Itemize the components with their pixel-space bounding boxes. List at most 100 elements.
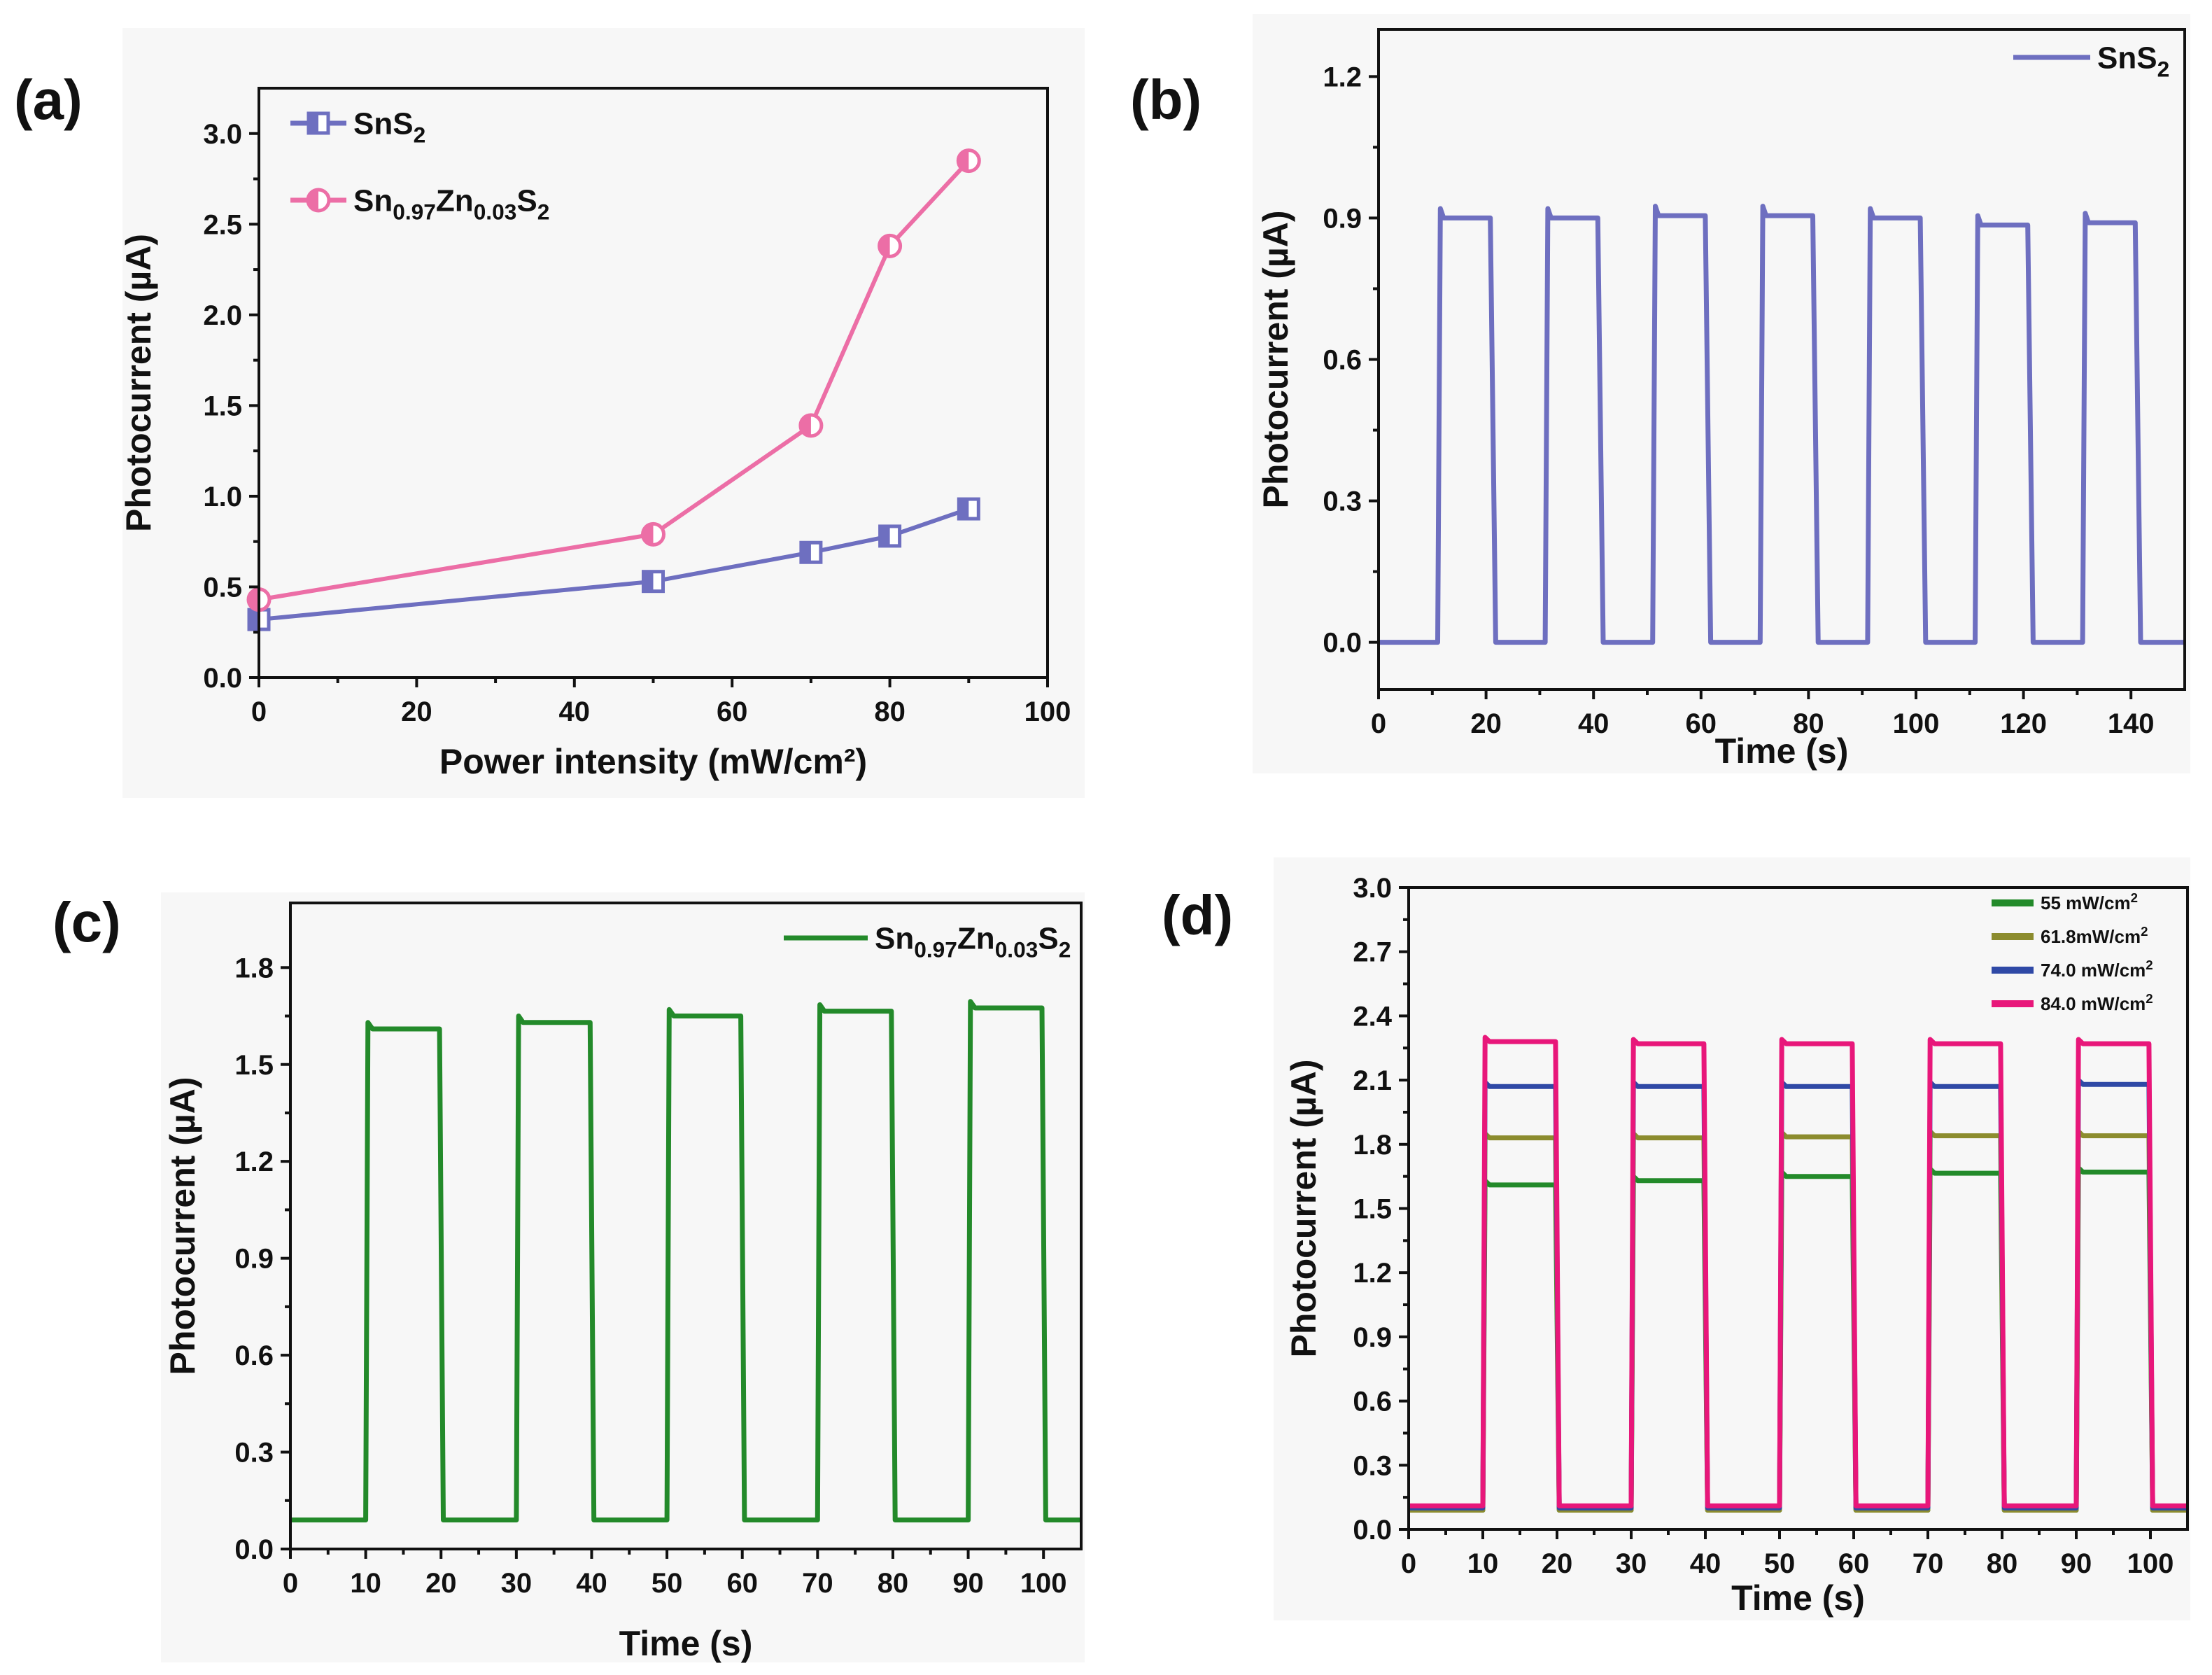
- chart-b-plot: 0 20 40 60 80 100 120 140 0.0 0.3 0.6 0.9 1.2 Time (s…: [1256, 28, 2186, 771]
- y-tick-label-c-6: 1.8: [234, 953, 274, 983]
- x-axis-label-d: Time (s): [1731, 1578, 1865, 1618]
- y-tick-label-d-6: 1.8: [1353, 1130, 1392, 1161]
- y-axis-label-b: Photocurrent (µA): [1256, 210, 1295, 508]
- x-tick-label-c-0: 0: [283, 1568, 298, 1599]
- y-tick-label-d-3: 0.9: [1353, 1322, 1392, 1353]
- y-tick-label-c-0: 0.0: [234, 1534, 274, 1565]
- y-tick-label-b-1: 0.3: [1323, 486, 1362, 517]
- y-tick-label-d-2: 0.6: [1353, 1387, 1392, 1417]
- y-tick-label-a-5: 2.5: [203, 209, 242, 240]
- panel-label-c: (c): [52, 891, 121, 953]
- x-tick-label-c-10: 100: [1020, 1568, 1067, 1599]
- y-tick-label-b-4: 1.2: [1323, 62, 1362, 92]
- legend-marker-fill-a-0: [309, 113, 318, 133]
- x-tick-label-a-0: 0: [251, 696, 267, 727]
- legend-label-d-1: 61.8mW/cm2: [2041, 924, 2148, 947]
- x-tick-label-d-7: 70: [1912, 1548, 1944, 1579]
- x-tick-label-a-5: 100: [1024, 696, 1071, 727]
- panel-a: (a): [14, 28, 1085, 798]
- x-tick-label-b-2: 40: [1578, 708, 1609, 739]
- x-tick-label-a-1: 20: [401, 696, 432, 727]
- legend-marker-fill-a-1: [308, 190, 318, 211]
- data-point-a-1-3: [878, 233, 903, 258]
- y-tick-label-d-9: 2.7: [1353, 937, 1392, 968]
- x-tick-label-d-1: 10: [1467, 1548, 1499, 1579]
- x-tick-label-d-6: 60: [1838, 1548, 1870, 1579]
- panel-label-d: (d): [1162, 884, 1233, 946]
- y-tick-label-a-4: 2.0: [203, 300, 242, 331]
- y-tick-label-d-0: 0.0: [1353, 1515, 1392, 1546]
- x-tick-label-b-7: 140: [2108, 708, 2155, 739]
- data-point-a-1-2: [798, 413, 824, 438]
- legend-d: 55 mW/cm2 61.8mW/cm2 74.0 mW/cm2 84.0 mW/cm…: [1992, 890, 2153, 1014]
- x-tick-label-b-6: 120: [2000, 708, 2047, 739]
- x-tick-label-c-8: 80: [878, 1568, 909, 1599]
- x-tick-label-c-1: 10: [350, 1568, 381, 1599]
- x-tick-label-b-5: 100: [1893, 708, 1940, 739]
- y-tick-label-d-5: 1.5: [1353, 1194, 1392, 1225]
- x-tick-label-c-5: 50: [651, 1568, 683, 1599]
- y-tick-label-b-2: 0.6: [1323, 345, 1362, 376]
- legend-a: SnS2 Sn0.97Zn0.03S2: [290, 106, 549, 225]
- x-tick-label-c-6: 60: [726, 1568, 758, 1599]
- x-tick-label-d-2: 20: [1542, 1548, 1573, 1579]
- x-tick-label-a-2: 40: [559, 696, 591, 727]
- legend-label-c-0: Sn0.97Zn0.03S2: [875, 921, 1071, 962]
- panel-d: (d): [1162, 857, 2190, 1620]
- panel-a-background: [122, 28, 1085, 798]
- legend-b: SnS2: [2013, 41, 2169, 82]
- data-point-a-1-1: [641, 521, 665, 547]
- y-tick-label-a-1: 0.5: [203, 572, 242, 603]
- y-tick-label-c-2: 0.6: [234, 1340, 274, 1371]
- x-tick-label-d-4: 40: [1690, 1548, 1721, 1579]
- y-axis-label-c: Photocurrent (µA): [163, 1077, 202, 1375]
- data-point-a-0-1: [642, 570, 665, 594]
- x-tick-label-d-9: 90: [2061, 1548, 2092, 1579]
- chart-d-plot: 0 10 20 30 40 50 60 70 80 90 100 0.0 0.3 0.6 0.9 1.2 1.5…: [1284, 873, 2189, 1618]
- legend-label-d-3: 84.0 mW/cm2: [2041, 991, 2153, 1014]
- y-axis-label-a: Photocurrent (µA): [119, 234, 158, 532]
- legend-label-a-1: Sn0.97Zn0.03S2: [353, 183, 549, 224]
- data-point-a-0-3: [878, 524, 902, 548]
- x-tick-label-d-0: 0: [1401, 1548, 1416, 1579]
- data-point-a-0-2: [799, 540, 823, 564]
- panel-c-background: [161, 892, 1085, 1662]
- x-tick-label-d-8: 80: [1987, 1548, 2018, 1579]
- legend-label-d-2: 74.0 mW/cm2: [2041, 958, 2153, 981]
- y-tick-label-d-1: 0.3: [1353, 1450, 1392, 1481]
- y-tick-label-d-7: 2.1: [1353, 1065, 1392, 1096]
- series-line-c-0: [290, 999, 1081, 1522]
- x-tick-label-d-3: 30: [1616, 1548, 1647, 1579]
- y-tick-label-a-0: 0.0: [203, 663, 242, 694]
- plot-frame-c: [289, 902, 1083, 1550]
- data-point-a-1-4: [956, 148, 981, 174]
- x-tick-label-d-10: 100: [2127, 1548, 2174, 1579]
- x-tick-label-c-4: 40: [576, 1568, 607, 1599]
- y-tick-label-c-1: 0.3: [234, 1438, 274, 1469]
- y-tick-label-a-3: 1.5: [203, 391, 242, 421]
- data-point-a-0-4: [957, 497, 980, 521]
- legend-label-b-0: SnS2: [2097, 41, 2169, 81]
- x-tick-label-a-4: 80: [874, 696, 906, 727]
- panel-d-background: [1274, 857, 2190, 1620]
- y-tick-label-b-0: 0.0: [1323, 628, 1362, 659]
- panel-b-background: [1253, 14, 2190, 773]
- y-tick-label-c-4: 1.2: [234, 1147, 274, 1177]
- x-tick-label-c-9: 90: [952, 1568, 984, 1599]
- x-axis-label-c: Time (s): [619, 1624, 753, 1663]
- y-tick-label-c-3: 0.9: [234, 1244, 274, 1275]
- panel-label-a: (a): [14, 69, 83, 131]
- series-line-d-3: [1409, 1035, 2188, 1508]
- series-line-b-0: [1379, 204, 2185, 645]
- x-tick-label-b-1: 20: [1470, 708, 1502, 739]
- x-tick-label-b-4: 80: [1793, 708, 1824, 739]
- x-axis-label-a: Power intensity (mW/cm²): [439, 742, 867, 781]
- y-axis-label-d: Photocurrent (µA): [1284, 1059, 1323, 1357]
- x-tick-label-b-0: 0: [1371, 708, 1386, 739]
- x-tick-label-d-5: 50: [1764, 1548, 1796, 1579]
- y-tick-label-d-8: 2.4: [1353, 1001, 1392, 1032]
- panel-c: (c): [52, 891, 1085, 1662]
- y-tick-label-d-4: 1.2: [1353, 1258, 1392, 1289]
- x-tick-label-a-3: 60: [717, 696, 748, 727]
